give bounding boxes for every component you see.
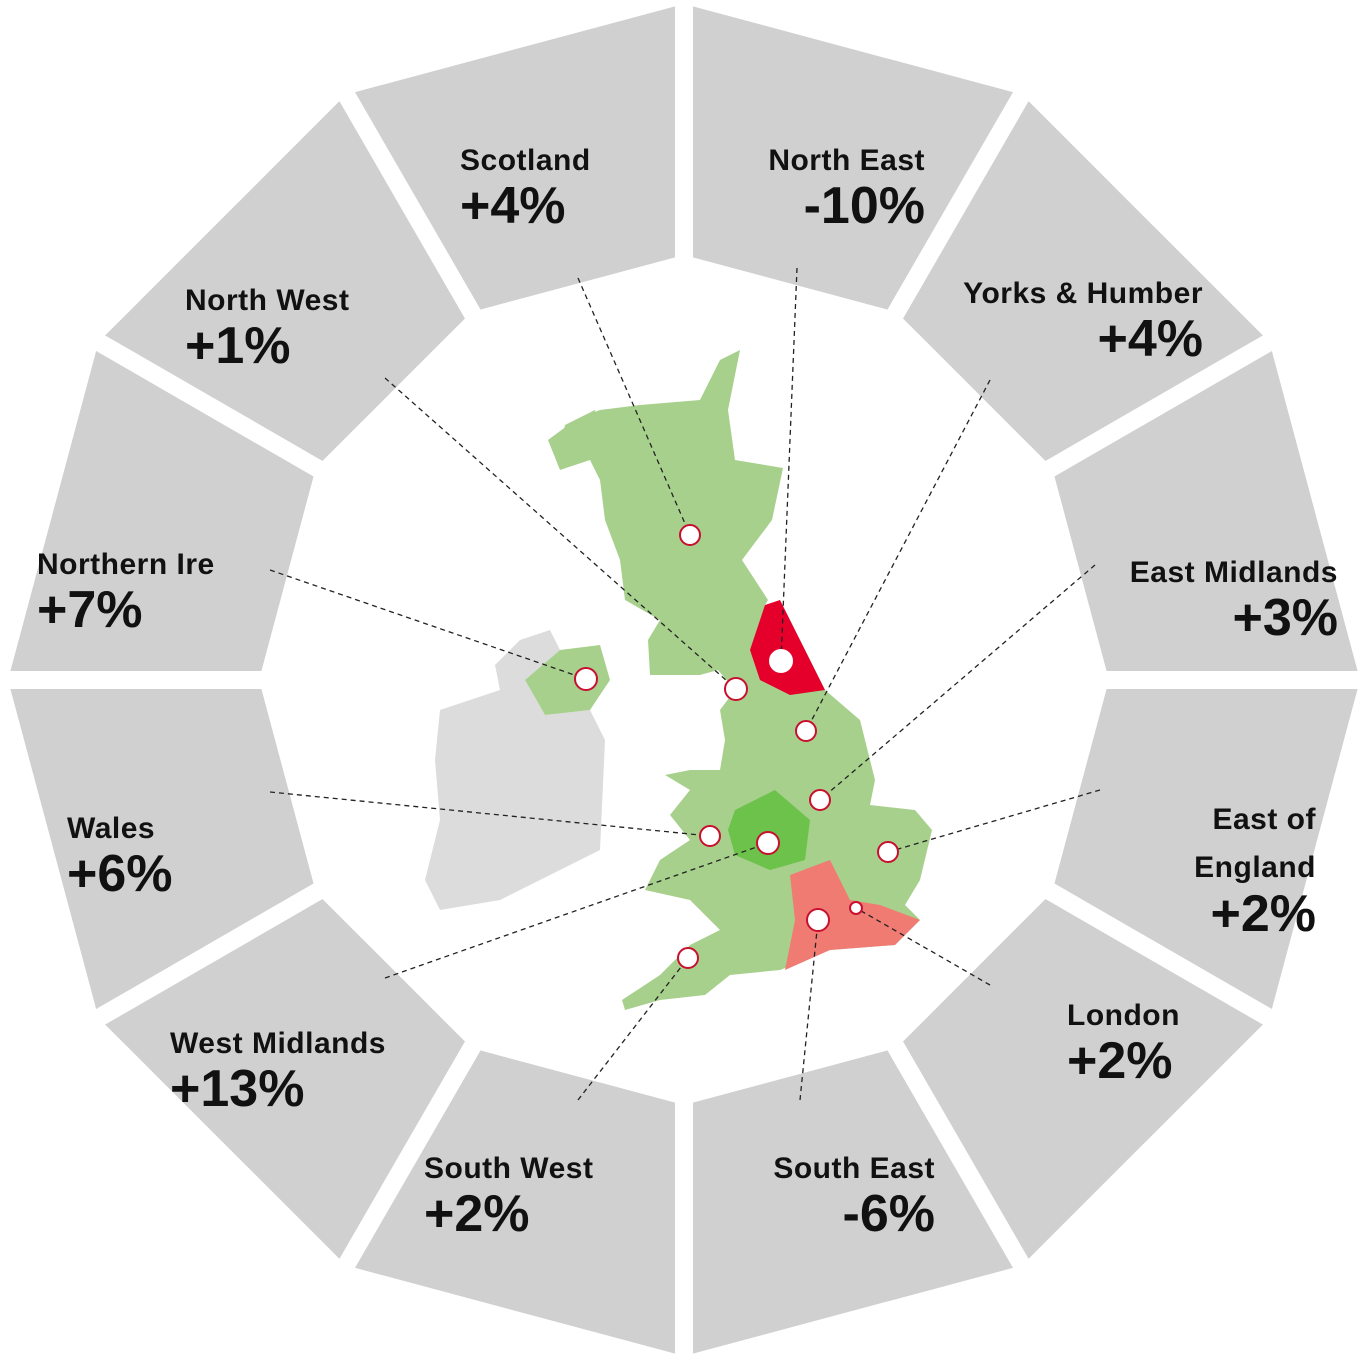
region-name: South West bbox=[424, 1152, 594, 1185]
region-change: +6% bbox=[67, 845, 173, 903]
label-wales: Wales +6% bbox=[67, 812, 173, 903]
region-change: +2% bbox=[1067, 1032, 1173, 1090]
region-name: Northern Ire bbox=[37, 548, 215, 581]
region-change: -6% bbox=[842, 1185, 935, 1243]
connectors bbox=[269, 267, 1101, 1101]
region-name: Wales bbox=[67, 812, 156, 845]
label-south-west: South West +2% bbox=[424, 1152, 594, 1243]
connector bbox=[384, 377, 737, 690]
region-change: -10% bbox=[803, 177, 925, 235]
label-london: London +2% bbox=[1067, 999, 1180, 1090]
region-name: North East bbox=[768, 144, 925, 177]
region-change: +4% bbox=[460, 177, 566, 235]
region-marker bbox=[679, 524, 701, 546]
segment-gap bbox=[886, 1039, 1040, 1288]
label-east-of-england: East of England +2% bbox=[1166, 796, 1316, 940]
connector bbox=[805, 379, 991, 732]
connector bbox=[269, 791, 711, 837]
region-change: +3% bbox=[1232, 589, 1338, 647]
segment-gap bbox=[886, 72, 1040, 321]
label-northern-ireland: Northern Ire +7% bbox=[37, 548, 215, 639]
west-midlands-shape bbox=[728, 790, 810, 870]
ring-segment bbox=[896, 892, 1270, 1266]
region-marker bbox=[769, 649, 793, 673]
region-name: East of England bbox=[1194, 803, 1316, 884]
segment-gap bbox=[76, 882, 325, 1036]
region-change: +13% bbox=[170, 1060, 305, 1118]
ring-segment bbox=[896, 94, 1270, 468]
islands bbox=[560, 410, 600, 460]
segment-gap bbox=[1043, 882, 1292, 1036]
label-north-west: North West +1% bbox=[185, 284, 350, 375]
region-name: East Midlands bbox=[1129, 556, 1338, 589]
north-east-shape bbox=[750, 600, 825, 695]
region-name: South East bbox=[773, 1152, 935, 1185]
ring-segment bbox=[98, 94, 472, 468]
label-west-midlands: West Midlands +13% bbox=[170, 1027, 386, 1118]
label-scotland: Scotland +4% bbox=[460, 144, 591, 235]
region-marker bbox=[677, 947, 699, 969]
connector bbox=[855, 907, 991, 986]
region-marker bbox=[724, 677, 748, 701]
ring-segment bbox=[98, 892, 472, 1266]
label-yorks: Yorks & Humber +4% bbox=[963, 277, 1203, 368]
label-east-midlands: East Midlands +3% bbox=[1129, 556, 1338, 647]
connector bbox=[887, 789, 1101, 853]
region-name: North West bbox=[185, 284, 350, 317]
region-marker bbox=[795, 720, 817, 742]
region-marker bbox=[756, 831, 780, 855]
region-name: London bbox=[1067, 999, 1180, 1032]
region-change: +4% bbox=[1097, 310, 1203, 368]
region-change: +1% bbox=[185, 317, 291, 375]
connector bbox=[819, 564, 1096, 801]
northern-ireland-shape bbox=[525, 645, 610, 715]
connector bbox=[780, 267, 798, 662]
segment-gap bbox=[1043, 324, 1292, 478]
label-north-east: North East -10% bbox=[768, 144, 925, 235]
region-marker bbox=[877, 841, 899, 863]
region-name: Scotland bbox=[460, 144, 591, 177]
segment-gap bbox=[76, 324, 325, 478]
ireland bbox=[425, 630, 605, 910]
connector bbox=[384, 842, 769, 979]
region-marker bbox=[849, 901, 863, 915]
region-marker bbox=[806, 908, 830, 932]
region-marker bbox=[809, 789, 831, 811]
label-south-east: South East -6% bbox=[773, 1152, 935, 1243]
region-name: Yorks & Humber bbox=[963, 277, 1203, 310]
region-change: +2% bbox=[424, 1185, 530, 1243]
connector bbox=[577, 277, 691, 536]
region-change: +2% bbox=[1210, 885, 1316, 943]
region-marker bbox=[699, 825, 721, 847]
south-east-shape bbox=[785, 860, 920, 970]
region-change: +7% bbox=[37, 581, 143, 639]
connector bbox=[269, 569, 587, 680]
segment-gap bbox=[328, 1039, 482, 1288]
connector bbox=[577, 957, 689, 1101]
segment-gap bbox=[328, 72, 482, 321]
region-name: West Midlands bbox=[170, 1027, 386, 1060]
region-marker bbox=[574, 667, 598, 691]
connector bbox=[799, 919, 819, 1101]
